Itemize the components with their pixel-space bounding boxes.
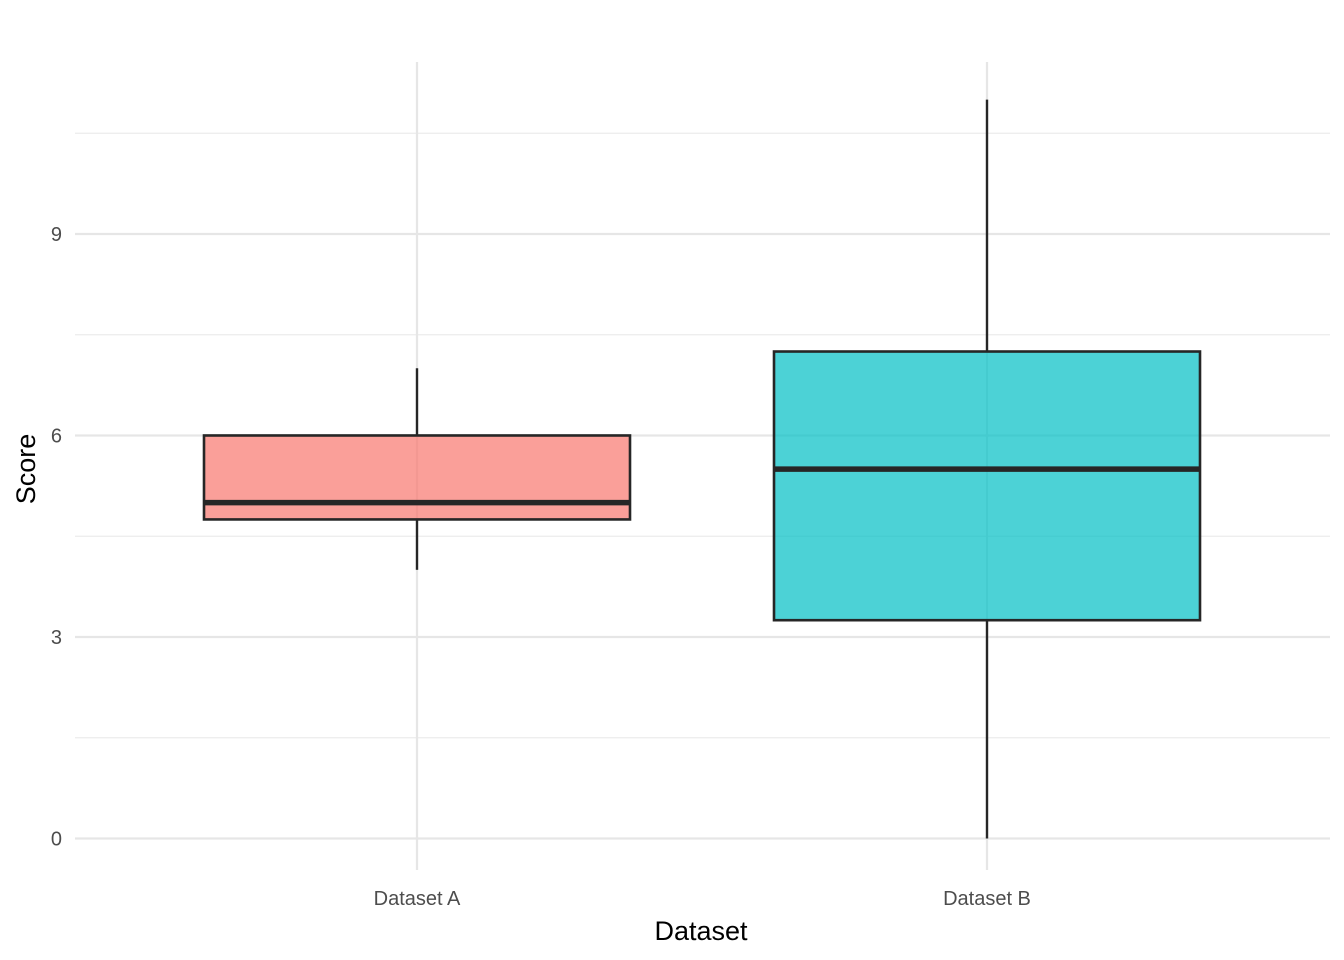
x-tick-label: Dataset B (943, 888, 1031, 910)
y-axis-tick-labels: 0 3 6 9 (51, 224, 62, 851)
y-axis-title: Score (11, 434, 41, 505)
box-layer (202, 99, 1202, 839)
y-tick-label: 6 (51, 425, 62, 447)
y-tick-label: 0 (51, 829, 62, 851)
y-tick-label: 3 (51, 627, 62, 649)
x-axis-tick-labels: Dataset A Dataset B (374, 888, 1031, 910)
x-axis-title: Dataset (654, 916, 748, 946)
y-tick-label: 9 (51, 224, 62, 246)
box-dataset-a (202, 434, 632, 521)
x-tick-label: Dataset A (374, 888, 461, 910)
box-dataset-b (772, 350, 1202, 622)
